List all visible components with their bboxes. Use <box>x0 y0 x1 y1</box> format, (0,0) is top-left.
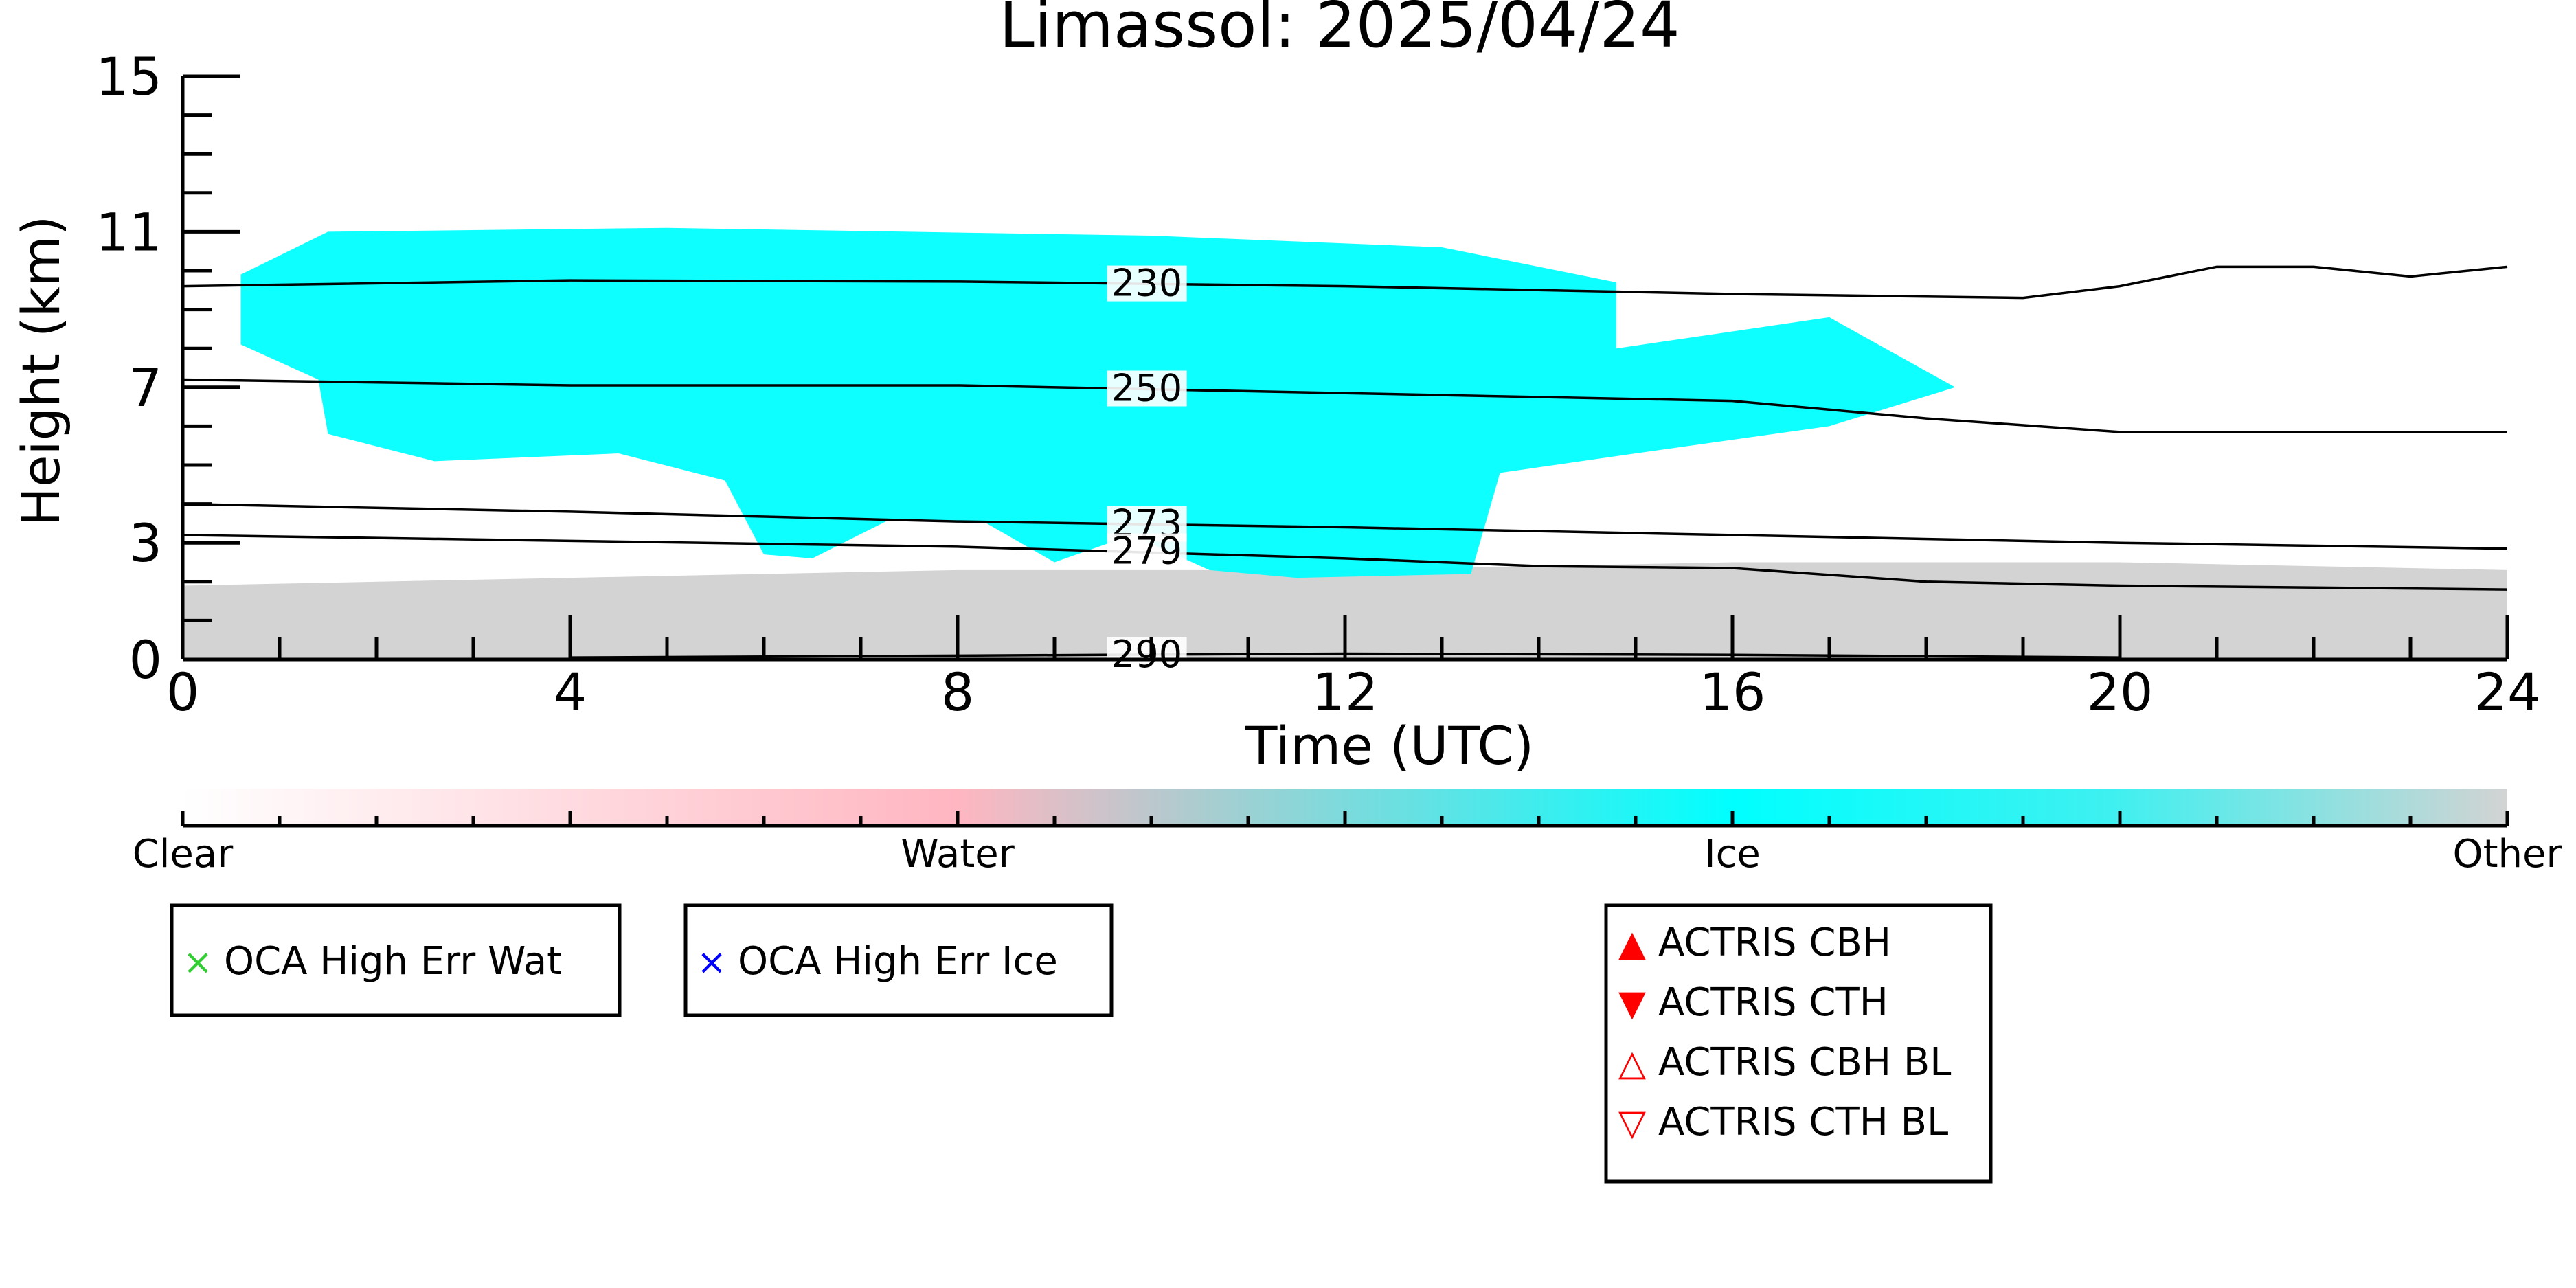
legend-marker-icon: ▽ <box>1618 1103 1646 1144</box>
legend-marker-icon: × <box>183 942 213 983</box>
x-tick-label: 4 <box>554 662 587 723</box>
y-tick-label: 11 <box>95 201 162 262</box>
contour-line-250 <box>182 378 2507 433</box>
legends: × OCA High Err Wat × OCA High Err Ice ▲ ACTRI… <box>170 903 1993 1184</box>
contour-label-279: 279 <box>1111 530 1182 573</box>
legend-box <box>1604 903 1993 1184</box>
y-axis-label: Height (km) <box>10 216 71 527</box>
x-tick-label: 0 <box>166 662 199 723</box>
x-tick-label: 20 <box>2087 662 2154 723</box>
legend-marker-icon: ▼ <box>1618 983 1646 1024</box>
legend-box <box>683 903 1114 1017</box>
legend-entry-label: ACTRIS CBH <box>1658 920 1891 965</box>
contour-label-bg <box>1107 637 1187 673</box>
legend-marker-icon: × <box>697 942 727 983</box>
colorbar-label: Water <box>901 832 1015 877</box>
y-tick-label: 15 <box>95 46 162 107</box>
legend-box <box>170 903 622 1017</box>
x-axis-label: Time (UTC) <box>1245 715 1534 776</box>
colorbar-label: Ice <box>1704 832 1761 877</box>
contour-line-230 <box>182 265 2508 300</box>
contour-line-273 <box>182 502 2508 550</box>
legend-entry-label: OCA High Err Wat <box>224 939 562 984</box>
legend-entry-label: ACTRIS CBH BL <box>1658 1040 1951 1085</box>
region-ice <box>240 227 1956 578</box>
region-other <box>183 562 2507 659</box>
legend-entry-label: ACTRIS CTH <box>1658 980 1888 1025</box>
y-tick-label: 0 <box>129 629 162 690</box>
x-tick-label: 8 <box>941 662 974 723</box>
colorbar-label: Clear <box>133 832 234 877</box>
chart-title: Limassol: 2025/04/24 <box>999 0 1680 62</box>
legend-marker-icon: △ <box>1618 1043 1646 1084</box>
contour-label-bg <box>1107 533 1187 569</box>
contour-label-bg <box>1107 370 1187 407</box>
classification-regions <box>183 227 2507 659</box>
contour-label-bg <box>1107 265 1187 302</box>
contour-label-250: 250 <box>1111 366 1182 409</box>
contour-label-230: 230 <box>1111 262 1182 305</box>
colorbar: Clear Water Ice Other <box>133 789 2562 877</box>
x-tick-label: 12 <box>1312 662 1379 723</box>
legend-entry-label: OCA High Err Ice <box>738 939 1058 984</box>
y-tick-label: 7 <box>129 357 162 418</box>
colorbar-label: Other <box>2452 832 2562 877</box>
axes: 0 4 8 12 16 20 24 0 3 7 11 15 <box>95 46 2540 723</box>
y-tick-label: 3 <box>129 512 162 574</box>
contour-line-279 <box>182 534 2508 591</box>
legend-entry-label: ACTRIS CTH BL <box>1658 1100 1948 1144</box>
x-tick-label: 24 <box>2474 662 2541 723</box>
contour-label-290: 290 <box>1111 633 1182 676</box>
x-tick-label: 16 <box>1699 662 1766 723</box>
legend-marker-icon: ▲ <box>1618 923 1646 964</box>
